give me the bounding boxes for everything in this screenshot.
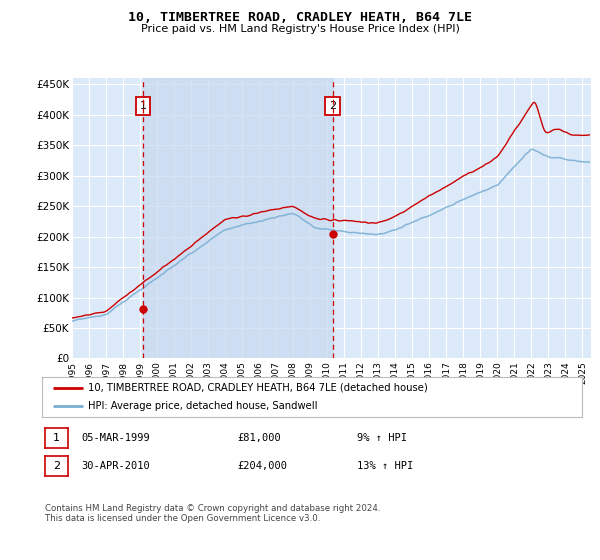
Text: 9% ↑ HPI: 9% ↑ HPI [357, 433, 407, 443]
Text: £204,000: £204,000 [237, 461, 287, 471]
Text: £81,000: £81,000 [237, 433, 281, 443]
Text: 10, TIMBERTREE ROAD, CRADLEY HEATH, B64 7LE: 10, TIMBERTREE ROAD, CRADLEY HEATH, B64 … [128, 11, 472, 24]
Text: Contains HM Land Registry data © Crown copyright and database right 2024.
This d: Contains HM Land Registry data © Crown c… [45, 504, 380, 524]
Text: 2: 2 [53, 461, 60, 471]
Text: 1: 1 [53, 433, 60, 443]
Text: 2: 2 [329, 101, 337, 111]
Text: HPI: Average price, detached house, Sandwell: HPI: Average price, detached house, Sand… [88, 402, 317, 411]
Bar [143, 78, 333, 358]
Text: 05-MAR-1999: 05-MAR-1999 [81, 433, 150, 443]
Text: 1: 1 [139, 101, 146, 111]
Text: 30-APR-2010: 30-APR-2010 [81, 461, 150, 471]
Text: 10, TIMBERTREE ROAD, CRADLEY HEATH, B64 7LE (detached house): 10, TIMBERTREE ROAD, CRADLEY HEATH, B64 … [88, 383, 428, 393]
Text: 13% ↑ HPI: 13% ↑ HPI [357, 461, 413, 471]
Text: Price paid vs. HM Land Registry's House Price Index (HPI): Price paid vs. HM Land Registry's House … [140, 24, 460, 34]
